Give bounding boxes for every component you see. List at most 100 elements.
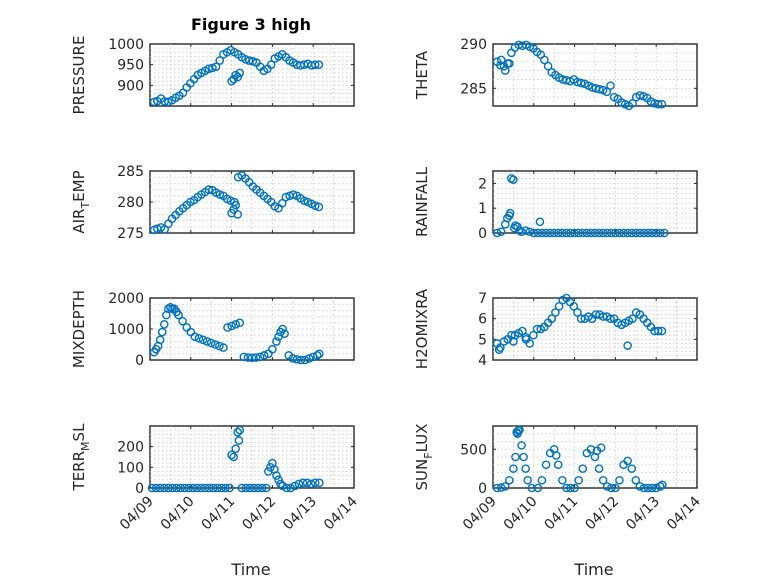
data-point	[566, 228, 575, 238]
data-point	[643, 483, 653, 493]
data-point	[155, 335, 165, 345]
data-point	[211, 62, 221, 72]
data-point	[290, 481, 300, 491]
data-point	[602, 228, 612, 238]
data-point	[192, 483, 202, 493]
data-point	[635, 91, 645, 100]
data-point	[512, 427, 521, 437]
data-point	[215, 56, 225, 65]
y-tick-label: 1000	[108, 37, 144, 53]
y-tick-label: 285	[460, 81, 487, 97]
y-axis-label: AIRTEMP	[70, 170, 92, 233]
y-axis-label: TERRMSL	[70, 423, 92, 492]
data-point	[281, 192, 291, 202]
data-point	[235, 425, 245, 435]
data-point	[611, 483, 620, 493]
data-point	[164, 304, 173, 314]
x-tick-label: 04/14	[321, 493, 361, 533]
data-point	[553, 460, 563, 470]
y-tick-label: 285	[117, 164, 144, 180]
data-point	[190, 332, 200, 342]
subplot-air-temp: 275 280 285 AIRTEMP	[70, 164, 355, 242]
data-point	[151, 483, 161, 493]
data-point	[594, 228, 604, 238]
y-tick-label: 275	[117, 226, 144, 242]
data-point	[226, 196, 236, 206]
data-point	[549, 228, 559, 238]
data-point	[225, 483, 234, 493]
data-point	[521, 226, 530, 235]
data-point	[623, 456, 632, 466]
data-point	[511, 452, 520, 462]
data-point	[276, 479, 285, 489]
data-point	[157, 327, 167, 337]
data-point	[229, 205, 238, 214]
data-point	[586, 444, 596, 454]
data-point	[231, 320, 240, 329]
subplot-terr-msl: 0 100 200 04/09 04/10 04/11 04/12 04/13 04/14 TER…	[70, 423, 361, 533]
y-axis-label: THETA	[413, 50, 431, 100]
data-point	[523, 475, 532, 485]
data-point	[266, 463, 275, 472]
data-point	[537, 475, 547, 485]
data-point	[628, 99, 637, 108]
data-point	[249, 483, 259, 493]
data-point	[299, 196, 309, 206]
x-tick-label: 04/10	[501, 494, 541, 534]
data-point	[653, 99, 663, 109]
data-point	[505, 208, 515, 218]
data-point	[558, 228, 567, 238]
data-point	[239, 352, 249, 362]
data-point	[509, 337, 518, 346]
plot-area	[492, 297, 698, 361]
data-point	[310, 60, 320, 69]
x-tick-label: 04/09	[460, 494, 500, 534]
y-tick-label: 0	[478, 226, 487, 242]
data-point	[178, 316, 187, 326]
x-tick-label: 04/09	[117, 494, 157, 534]
data-point	[582, 228, 592, 238]
data-point	[492, 483, 502, 493]
y-axis-label: SUNFLUX	[413, 424, 435, 491]
x-tick-label: 04/13	[280, 494, 320, 534]
plot-area	[492, 170, 698, 234]
data-point	[623, 341, 632, 350]
data-point	[623, 228, 632, 238]
y-tick-label: 0	[135, 353, 144, 369]
data-point	[261, 483, 271, 493]
data-point	[607, 483, 616, 493]
data-point	[655, 482, 665, 491]
subplot-pressure: 900 950 1000 PRESSURE	[70, 36, 355, 114]
data-point	[159, 320, 169, 329]
data-point	[266, 60, 276, 69]
data-point	[204, 185, 214, 194]
data-point	[215, 190, 225, 199]
data-point	[229, 74, 238, 84]
y-tick-label: 950	[117, 58, 144, 74]
x-tick-label: 04/11	[199, 494, 239, 534]
y-tick-label: 0	[135, 481, 144, 497]
data-point	[647, 483, 657, 493]
data-point	[180, 483, 189, 493]
x-tick-label: 04/14	[664, 493, 704, 533]
data-point	[184, 483, 194, 493]
data-point	[234, 436, 244, 445]
data-point	[314, 202, 324, 212]
y-tick-label: 5	[478, 332, 487, 348]
data-point	[298, 478, 308, 488]
data-point	[253, 483, 263, 493]
data-point	[509, 175, 518, 184]
data-point	[574, 228, 583, 238]
data-point	[155, 483, 165, 493]
data-point	[596, 443, 606, 453]
plot-area	[149, 425, 355, 489]
data-point	[594, 464, 604, 473]
data-point	[606, 81, 615, 90]
y-tick-label: 200	[117, 440, 144, 456]
data-point	[570, 228, 579, 238]
data-point	[529, 330, 538, 340]
data-point	[551, 451, 561, 460]
data-point	[206, 338, 216, 348]
y-tick-label: 0	[478, 481, 487, 497]
